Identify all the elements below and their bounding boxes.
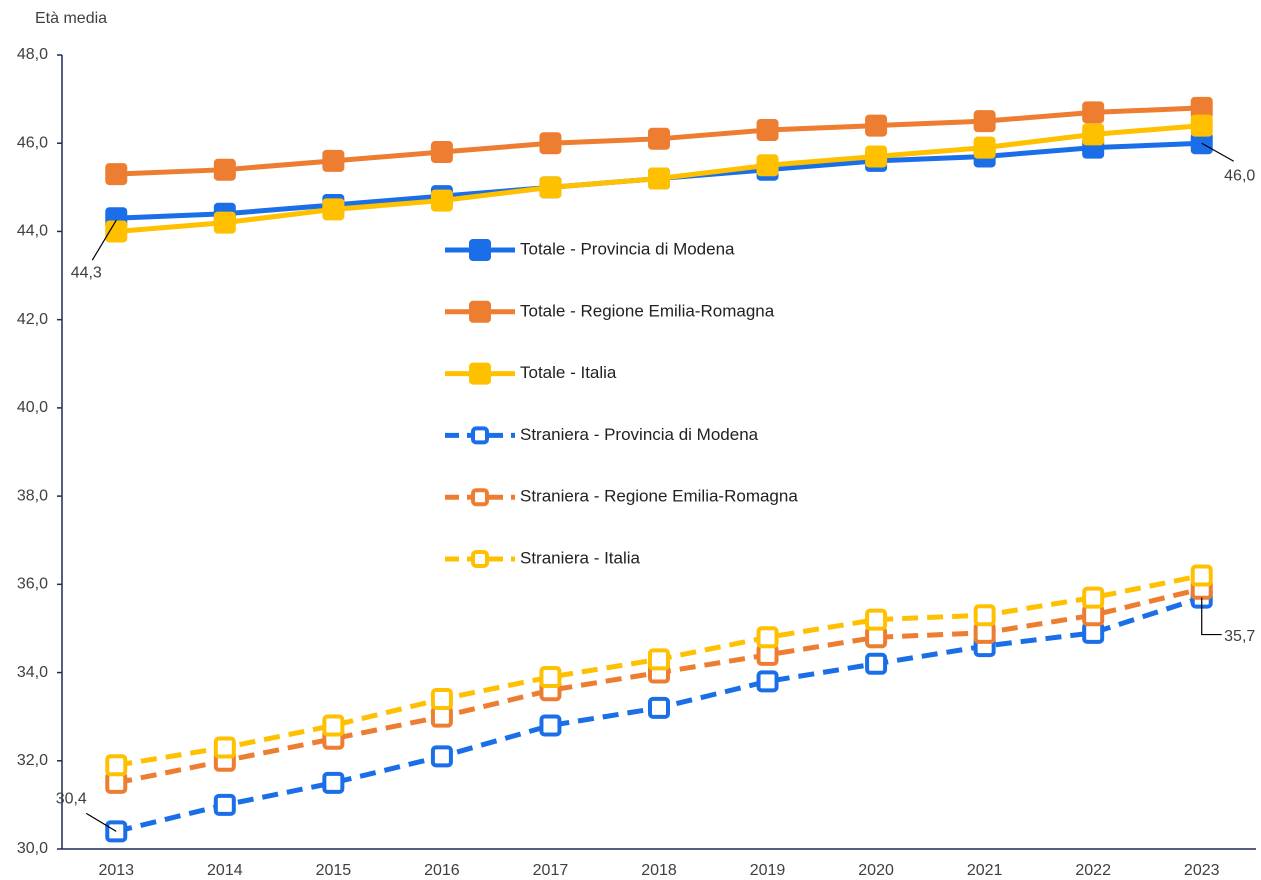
x-tick-label: 2014: [207, 862, 243, 879]
data-point: [430, 705, 453, 728]
data-point: [430, 189, 453, 212]
data-point: [865, 145, 888, 168]
x-tick-label: 2019: [750, 862, 786, 879]
data-point: [105, 754, 128, 777]
x-tick-label: 2021: [967, 862, 1003, 879]
data-point: [213, 158, 236, 181]
legend-label: Totale - Italia: [520, 363, 617, 382]
data-point: [973, 621, 996, 644]
data-point: [865, 608, 888, 631]
y-axis-title: Età media: [35, 10, 107, 27]
data-point: [105, 163, 128, 186]
series-line: [115, 586, 1203, 786]
y-tick-label: 38,0: [17, 487, 48, 504]
x-tick-label: 2013: [98, 862, 134, 879]
data-point: [1190, 564, 1213, 587]
data-point: [322, 714, 345, 737]
x-tick-label: 2022: [1075, 862, 1111, 879]
data-point: [322, 198, 345, 221]
legend-label: Straniera - Provincia di Modena: [520, 425, 759, 444]
y-tick-label: 34,0: [17, 664, 48, 681]
legend-marker: [471, 550, 489, 568]
data-point: [973, 110, 996, 133]
legend-marker: [471, 488, 489, 507]
x-tick-label: 2018: [641, 862, 677, 879]
data-point: [973, 604, 996, 627]
data-point: [430, 141, 453, 164]
data-label: 44,3: [71, 264, 102, 281]
data-point: [322, 771, 345, 794]
data-point: [865, 114, 888, 137]
x-tick-label: 2020: [858, 862, 894, 879]
data-point: [648, 167, 670, 190]
data-point: [1082, 123, 1105, 146]
leader-line: [1201, 142, 1235, 162]
legend-marker: [469, 362, 491, 385]
legend-label: Totale - Regione Emilia-Romagna: [520, 301, 775, 320]
data-label: 46,0: [1224, 167, 1255, 184]
y-tick-label: 32,0: [17, 752, 48, 769]
data-point: [105, 220, 128, 243]
legend-label: Totale - Provincia di Modena: [520, 239, 735, 258]
data-point: [539, 176, 562, 199]
data-point: [1082, 604, 1105, 627]
x-tick-label: 2017: [533, 862, 569, 879]
data-point: [213, 736, 236, 759]
x-tick-label: 2016: [424, 862, 460, 879]
data-point: [430, 688, 453, 711]
data-point: [539, 714, 562, 737]
leader-line: [91, 219, 117, 261]
y-tick-label: 36,0: [17, 576, 48, 593]
y-tick-label: 30,0: [17, 840, 48, 857]
x-tick-label: 2023: [1184, 862, 1220, 879]
y-tick-label: 40,0: [17, 399, 48, 416]
data-label: 35,7: [1224, 628, 1255, 645]
data-point: [756, 154, 779, 177]
data-point: [430, 745, 453, 768]
data-point: [1190, 114, 1213, 137]
data-point: [539, 132, 562, 155]
data-point: [1082, 621, 1105, 644]
data-point: [756, 118, 779, 141]
legend-marker: [469, 300, 491, 323]
x-tick-label: 2015: [316, 862, 352, 879]
data-point: [648, 648, 670, 671]
leader-line: [1201, 597, 1222, 636]
data-point: [973, 136, 996, 159]
legend-label: Straniera - Regione Emilia-Romagna: [520, 487, 798, 506]
data-point: [865, 652, 888, 675]
data-point: [105, 771, 128, 794]
y-tick-label: 46,0: [17, 134, 48, 151]
data-point: [539, 665, 562, 688]
data-point: [1082, 101, 1105, 124]
data-point: [213, 211, 236, 234]
y-tick-label: 42,0: [17, 311, 48, 328]
data-point: [213, 793, 236, 816]
data-point: [648, 127, 670, 150]
y-tick-label: 44,0: [17, 223, 48, 240]
data-point: [648, 696, 670, 719]
legend-marker: [471, 426, 489, 445]
data-label: 30,4: [56, 791, 87, 808]
data-point: [756, 626, 779, 649]
data-point: [322, 149, 345, 172]
data-point: [865, 626, 888, 649]
data-point: [756, 670, 779, 693]
legend-label: Straniera - Italia: [520, 548, 641, 567]
y-tick-label: 48,0: [17, 46, 48, 63]
leader-line: [85, 812, 117, 832]
data-point: [756, 643, 779, 666]
legend-marker: [469, 239, 491, 261]
data-point: [1082, 586, 1105, 609]
